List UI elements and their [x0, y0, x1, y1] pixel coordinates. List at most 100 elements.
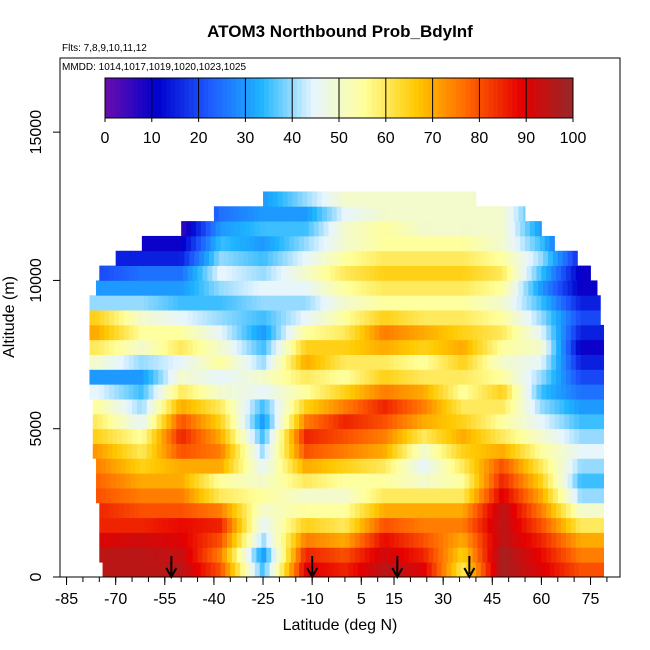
- heatmap-cell: [469, 473, 475, 489]
- heatmap-cell: [315, 384, 321, 400]
- heatmap-cell: [228, 250, 234, 266]
- colorbar-swatch: [409, 78, 415, 118]
- heatmap-cell: [189, 458, 195, 474]
- heatmap-cell: [261, 517, 267, 533]
- heatmap-cell: [425, 250, 431, 266]
- heatmap-cell: [197, 339, 203, 355]
- heatmap-cell: [158, 354, 164, 370]
- heatmap-cell: [448, 369, 454, 385]
- heatmap-cell: [580, 339, 587, 355]
- heatmap-cell: [97, 428, 103, 444]
- heatmap-cell: [284, 413, 290, 430]
- heatmap-cell: [595, 295, 601, 311]
- heatmap-cell: [418, 339, 424, 355]
- heatmap-cell: [323, 443, 329, 459]
- heatmap-cell: [546, 265, 552, 281]
- heatmap-cell: [325, 369, 331, 385]
- heatmap-cell: [588, 428, 595, 444]
- heatmap-cell: [177, 354, 184, 370]
- heatmap-cell: [295, 547, 302, 563]
- heatmap-cell: [346, 250, 352, 266]
- heatmap-cell: [564, 413, 570, 430]
- heatmap-cell: [539, 428, 546, 444]
- heatmap-cell: [374, 324, 380, 341]
- heatmap-cell: [495, 443, 501, 459]
- heatmap-cell: [446, 399, 452, 415]
- heatmap-cell: [192, 265, 198, 281]
- heatmap-cell: [321, 488, 328, 504]
- heatmap-cell: [99, 265, 105, 281]
- heatmap-cell: [577, 280, 583, 296]
- colorbar-swatch: [399, 78, 405, 118]
- heatmap-cell: [426, 443, 433, 459]
- heatmap-cell: [312, 280, 318, 296]
- heatmap-cell: [172, 384, 179, 400]
- heatmap-cell: [556, 339, 562, 355]
- heatmap-cell: [459, 488, 465, 504]
- colorbar-swatch: [339, 78, 345, 118]
- heatmap-cell: [477, 354, 483, 370]
- heatmap-cell: [371, 488, 377, 504]
- heatmap-cell: [431, 221, 438, 237]
- heatmap-cell: [379, 295, 385, 311]
- heatmap-cell: [299, 428, 305, 444]
- heatmap-cell: [302, 458, 308, 474]
- heatmap-cell: [418, 502, 424, 519]
- heatmap-cell: [489, 458, 495, 474]
- heatmap-cell: [276, 310, 282, 326]
- heatmap-cell: [330, 339, 336, 355]
- heatmap-cell: [410, 250, 416, 266]
- heatmap-cell: [575, 517, 582, 533]
- heatmap-cell: [274, 221, 280, 237]
- heatmap-cell: [461, 235, 467, 252]
- heatmap-cell: [99, 547, 105, 563]
- heatmap-cell: [118, 295, 125, 311]
- heatmap-cell: [295, 324, 302, 341]
- heatmap-cell: [245, 562, 251, 578]
- heatmap-cell: [338, 562, 344, 578]
- heatmap-cell: [300, 517, 307, 533]
- heatmap-cell: [546, 324, 552, 341]
- heatmap-cell: [289, 443, 295, 459]
- heatmap-cell: [285, 502, 292, 519]
- heatmap-cell: [511, 339, 518, 355]
- heatmap-cell: [151, 443, 158, 459]
- heatmap-cell: [343, 443, 349, 459]
- heatmap-cell: [89, 324, 95, 341]
- heatmap-cell: [210, 562, 216, 578]
- heatmap-cell: [390, 191, 397, 207]
- heatmap-cell: [361, 250, 367, 266]
- heatmap-cell: [181, 428, 187, 444]
- heatmap-cell: [513, 473, 519, 489]
- heatmap-cell: [507, 517, 513, 533]
- heatmap-cell: [336, 206, 343, 222]
- heatmap-cell: [308, 399, 315, 415]
- heatmap-cell: [320, 354, 326, 370]
- heatmap-cell: [457, 265, 464, 281]
- heatmap-cell: [428, 354, 434, 370]
- heatmap-cell: [434, 250, 441, 266]
- heatmap-cell: [200, 221, 207, 237]
- heatmap-cell: [575, 369, 582, 385]
- heatmap-cell: [367, 221, 374, 237]
- heatmap-cell: [538, 250, 544, 266]
- heatmap-cell: [423, 354, 429, 370]
- heatmap-cell: [477, 517, 483, 533]
- heatmap-cell: [267, 488, 274, 504]
- heatmap-cell: [284, 562, 290, 578]
- heatmap-cell: [371, 458, 377, 474]
- heatmap-cell: [354, 502, 361, 519]
- heatmap-cell: [369, 547, 375, 563]
- heatmap-cell: [163, 547, 169, 563]
- heatmap-cell: [271, 354, 277, 370]
- heatmap-cell: [227, 547, 233, 563]
- heatmap-cell: [403, 339, 410, 355]
- colorbar-swatch: [184, 78, 190, 118]
- heatmap-cell: [150, 488, 156, 504]
- heatmap-cell: [200, 562, 207, 578]
- heatmap-cell: [207, 384, 213, 400]
- heatmap-cell: [200, 443, 207, 459]
- heatmap-cell: [166, 235, 172, 252]
- heatmap-cell: [600, 324, 605, 341]
- heatmap-cell: [163, 532, 169, 548]
